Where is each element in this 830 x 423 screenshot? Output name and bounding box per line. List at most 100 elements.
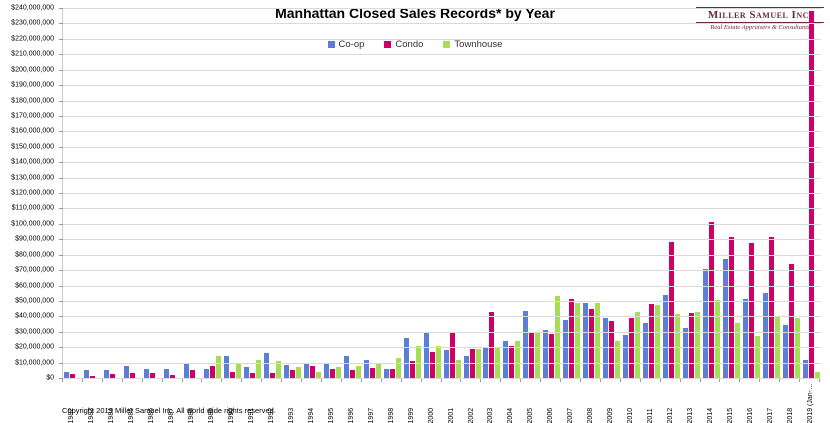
x-axis-label-cell: 1989 [202, 383, 222, 423]
bar-townhouse-2015 [734, 322, 740, 378]
y-tick [59, 362, 63, 364]
x-axis-label: 1983 [88, 407, 96, 423]
y-tick [59, 208, 63, 210]
year-group-2013 [682, 8, 702, 378]
bar-townhouse-1998 [395, 357, 401, 378]
legend-label: Townhouse [454, 39, 503, 50]
bar-co-op-2013 [683, 327, 689, 378]
x-axis-label-cell: 1993 [281, 383, 301, 423]
x-tick [342, 379, 362, 382]
x-axis-labels: 1982 1983 1984 1985 1986 1987 1988 1989 1990 1991… [62, 383, 820, 423]
year-group-1985 [123, 8, 143, 378]
x-axis-label-cell: 1996 [341, 383, 361, 423]
bar-condo-1989 [210, 366, 216, 378]
x-tick [581, 379, 601, 382]
x-tick [402, 379, 422, 382]
bar-townhouse-2019 [814, 371, 820, 378]
gridline [59, 69, 821, 71]
x-tick [481, 379, 502, 382]
x-axis-label-cell: 2004 [501, 383, 521, 423]
bar-townhouse-2007 [575, 303, 581, 378]
bar-co-op-1986 [144, 369, 150, 378]
x-axis-label-cell: 1995 [321, 383, 341, 423]
bar-condo-2009 [609, 320, 615, 378]
gridline [59, 223, 821, 225]
bar-condo-1987 [170, 374, 176, 378]
year-group-1995 [322, 8, 342, 378]
bar-condo-1990 [230, 371, 236, 378]
bar-co-op-2006 [543, 330, 549, 378]
x-axis-label-cell: 2002 [461, 383, 481, 423]
bar-co-op-2016 [742, 298, 748, 378]
bar-co-op-2007 [563, 320, 569, 378]
bar-co-op-2000 [423, 331, 429, 378]
y-axis-label: $90,000,000 [15, 235, 54, 243]
y-axis-label: $20,000,000 [15, 343, 54, 351]
x-axis-ticks [62, 379, 821, 382]
gridline [59, 239, 821, 241]
bar-co-op-1993 [283, 364, 289, 378]
x-tick [701, 379, 721, 382]
y-axis-label: $180,000,000 [11, 97, 54, 104]
x-axis-label: 1987 [168, 407, 176, 423]
bar-townhouse-1992 [276, 361, 281, 378]
bar-townhouse-1991 [256, 360, 262, 378]
x-axis-label: 1990 [228, 407, 236, 423]
x-axis-label-cell: 1999 [401, 383, 421, 423]
x-axis-label-cell: 1994 [301, 383, 321, 423]
gridline [59, 193, 821, 194]
y-tick [59, 146, 63, 148]
year-group-2000 [422, 8, 442, 378]
x-tick [442, 379, 462, 382]
bar-townhouse-2008 [595, 303, 601, 378]
gridline [59, 38, 821, 40]
x-axis-label-cell: 1982 [62, 383, 82, 423]
bar-co-op-2001 [443, 350, 449, 378]
bar-condo-1997 [369, 367, 375, 378]
y-axis-label: $40,000,000 [15, 312, 54, 320]
copyright-text: Copyright 2019 Miller Samuel Inc. All wo… [62, 406, 276, 415]
x-tick [501, 379, 522, 382]
bar-co-op-1991 [244, 367, 250, 378]
x-axis-label: 2001 [447, 407, 455, 423]
y-tick [59, 54, 63, 56]
x-tick [83, 379, 103, 382]
legend-swatch [443, 41, 451, 48]
gridline [59, 177, 821, 179]
x-axis-label: 1997 [367, 407, 375, 423]
bar-condo-1993 [289, 369, 295, 378]
x-axis-label-cell: 2012 [661, 383, 681, 423]
bar-condo-2018 [788, 263, 794, 378]
gridline [59, 85, 821, 87]
x-axis-label-cell: 1983 [82, 383, 102, 423]
x-axis-label: 1991 [248, 407, 256, 423]
gridline [59, 347, 821, 349]
bar-co-op-2014 [702, 268, 708, 378]
legend-label: Condo [395, 39, 424, 50]
bar-townhouse-2001 [455, 359, 461, 378]
y-tick [59, 270, 63, 272]
year-group-1988 [183, 8, 203, 378]
x-tick [621, 379, 641, 382]
bar-co-op-1989 [204, 368, 210, 378]
bar-condo-2013 [689, 313, 695, 378]
x-tick [740, 379, 761, 382]
x-axis-label-cell: 2018 [780, 383, 800, 423]
x-axis-label: 2013 [687, 407, 695, 423]
legend-swatch [327, 41, 335, 48]
y-tick [59, 347, 63, 349]
year-group-1997 [362, 8, 382, 378]
y-tick [59, 285, 63, 287]
y-tick [59, 254, 63, 256]
x-axis-label: 1998 [387, 407, 395, 423]
bar-townhouse-1993 [295, 367, 301, 378]
x-tick [681, 379, 701, 382]
bar-co-op-1987 [164, 369, 170, 378]
year-group-2008 [582, 8, 602, 378]
x-axis-label: 2002 [467, 407, 475, 423]
bar-condo-2012 [669, 242, 675, 378]
year-group-1999 [402, 8, 422, 378]
y-axis-label: $110,000,000 [11, 204, 54, 212]
x-axis-label: 2000 [427, 407, 435, 423]
y-tick [59, 100, 63, 102]
